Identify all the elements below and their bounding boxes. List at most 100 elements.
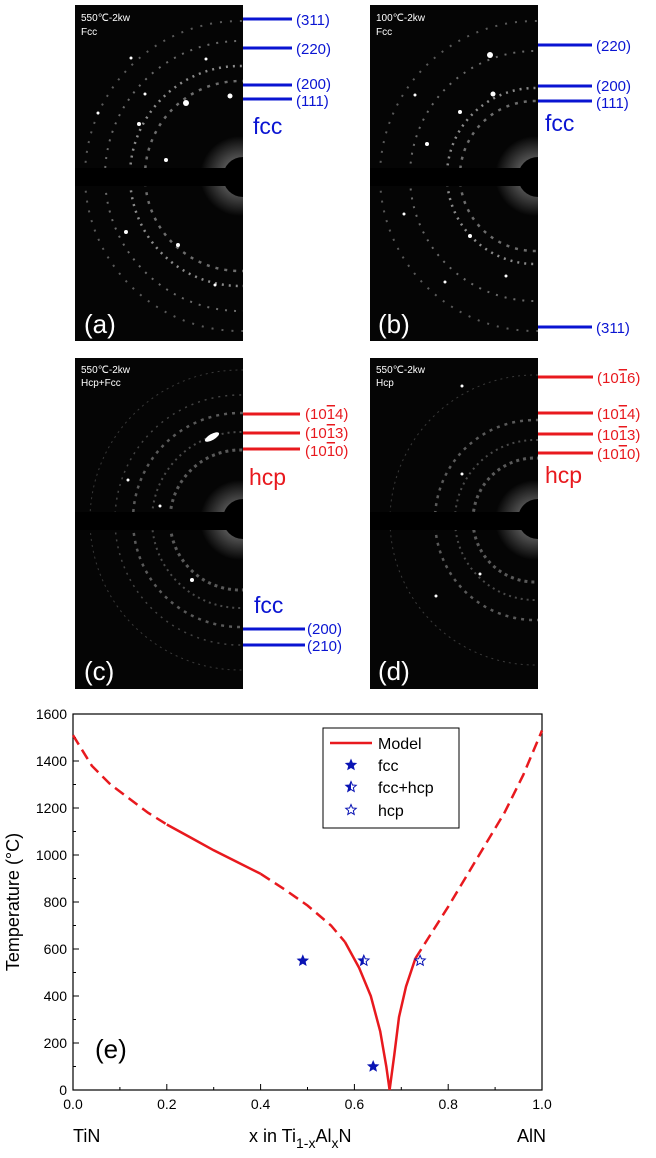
panel-c: 550℃-2kw Hcp+Fcc (c) (1014) (1013) (1010…	[75, 358, 348, 689]
model-curve-segment	[343, 941, 391, 1091]
diffraction-spots-c	[126, 432, 220, 582]
x-tick-label: 0.4	[251, 1096, 271, 1112]
reflection-b-4: (311)	[596, 320, 630, 337]
legend-fcc-hcp-label: fcc+hcp	[378, 780, 434, 797]
x-tick-label: 0.2	[157, 1096, 177, 1112]
marker-fcc	[366, 1059, 380, 1072]
index-lines-b	[538, 43, 592, 329]
phase-label-d: hcp	[545, 462, 582, 488]
reflection-a-4: (111)	[296, 93, 329, 110]
reflection-b-3: (111)	[596, 95, 629, 112]
x-tick-label: 1.0	[532, 1096, 552, 1112]
model-curve-segment	[414, 730, 544, 960]
y-tick-label: 400	[44, 988, 68, 1004]
data-markers	[296, 953, 427, 1072]
phase-label-c-hcp: hcp	[249, 464, 286, 490]
marker-fcc-hcp-fill	[358, 955, 364, 966]
panel-a: 550℃-2kw Fcc (a) (311) (220) (200) (111)…	[75, 5, 331, 341]
diffraction-spots-a	[96, 56, 233, 287]
beam-stop-disk-c	[223, 499, 243, 539]
x-end-left-label: TiN	[73, 1126, 100, 1146]
condition-temp-c: 550℃-2kw	[81, 365, 131, 376]
legend-markers	[344, 758, 358, 816]
condition-phase-c: Hcp+Fcc	[81, 378, 121, 389]
panel-label-a: (a)	[84, 309, 116, 339]
reflection-c-2: (1013)	[305, 425, 348, 442]
y-tick-label: 200	[44, 1035, 68, 1051]
reflection-a-1: (311)	[296, 12, 330, 29]
index-lines-c-fcc	[243, 627, 305, 647]
x-axis: 0.0 0.2 0.4 0.6 0.8 1.0	[63, 1084, 552, 1112]
y-tick-label: 1000	[36, 847, 67, 863]
legend-fcc-marker	[344, 758, 358, 771]
model-curve	[71, 730, 544, 1091]
reflection-d-4: (1010)	[597, 446, 640, 463]
phase-label-a: fcc	[253, 113, 282, 139]
panel-label-e: (e)	[95, 1034, 127, 1064]
condition-temp-b: 100℃-2kw	[376, 13, 426, 24]
marker-hcp	[413, 953, 427, 967]
marker-fcc	[296, 954, 310, 967]
y-tick-label: 1200	[36, 800, 67, 816]
reflection-a-2: (220)	[296, 41, 331, 58]
model-curve-segment	[388, 958, 417, 1091]
reflection-c-3: (1010)	[305, 443, 348, 460]
x-end-right-label: AlN	[517, 1126, 546, 1146]
condition-temp-a: 550℃-2kw	[81, 13, 131, 24]
y-tick-label: 1600	[36, 706, 67, 722]
panel-label-d: (d)	[378, 656, 410, 686]
diffraction-spots-b	[402, 52, 508, 284]
y-tick-label: 0	[59, 1082, 67, 1098]
legend-fcc-hcp-marker-fill	[345, 781, 351, 792]
legend-fcc-hcp-marker	[344, 780, 358, 793]
legend-model-label: Model	[378, 736, 422, 753]
beam-stop-disk-b	[518, 157, 538, 197]
index-lines-d-hcp	[538, 375, 593, 455]
reflection-b-1: (220)	[596, 38, 631, 55]
beam-stop-b	[370, 168, 538, 186]
legend-hcp-label: hcp	[378, 803, 404, 820]
reflection-c-5: (210)	[307, 638, 342, 655]
legend-hcp-marker	[344, 803, 358, 816]
plot-frame	[72, 713, 543, 1091]
y-tick-label: 1400	[36, 753, 67, 769]
index-lines-a	[243, 17, 292, 101]
y-tick-label: 800	[44, 894, 68, 910]
x-tick-label: 0.8	[438, 1096, 458, 1112]
panel-d: 550℃-2kw Hcp (d) (1016) (1014) (1013) (1…	[370, 358, 640, 689]
beam-stop-disk-a	[223, 157, 243, 197]
reflection-c-4: (200)	[307, 621, 342, 638]
legend-box	[322, 727, 460, 829]
phase-diagram-chart: 0.0 0.2 0.4 0.6 0.8 1.0 0 200 400 600 800 1000 1200…	[3, 706, 552, 1151]
phase-label-b: fcc	[545, 110, 574, 136]
model-curve-segment	[166, 823, 262, 875]
index-lines-c-hcp	[243, 412, 300, 451]
panel-label-b: (b)	[378, 309, 410, 339]
beam-stop-c	[75, 512, 243, 530]
condition-phase-a: Fcc	[81, 27, 97, 38]
reflection-d-1: (1016)	[597, 370, 640, 387]
condition-phase-b: Fcc	[376, 27, 392, 38]
reflection-d-3: (1013)	[597, 427, 640, 444]
beam-stop-d	[370, 512, 538, 530]
beam-stop-a	[75, 168, 243, 186]
model-curve-segment	[259, 872, 346, 943]
y-tick-label: 600	[44, 941, 68, 957]
condition-temp-d: 550℃-2kw	[376, 365, 426, 376]
reflection-a-3: (200)	[296, 76, 331, 93]
reflection-d-2: (1014)	[597, 406, 640, 423]
marker-fcc-hcp	[357, 953, 371, 967]
reflection-b-2: (200)	[596, 78, 631, 95]
y-axis: 0 200 400 600 800 1000 1200 1400 1600	[36, 706, 79, 1098]
panel-label-c: (c)	[84, 656, 114, 686]
x-tick-label: 0.0	[63, 1096, 83, 1112]
diffraction-spots-d	[434, 384, 482, 598]
beam-stop-disk-d	[518, 499, 538, 539]
panel-b: 100℃-2kw Fcc (b) (220) (200) (111) (311)…	[370, 5, 631, 341]
phase-label-c-fcc: fcc	[254, 592, 283, 618]
legend: Model fcc fcc+hcp hcp	[322, 727, 460, 829]
x-axis-title: x in Ti1-xAlxN	[249, 1126, 351, 1151]
condition-phase-d: Hcp	[376, 378, 394, 389]
model-curve-segment	[71, 734, 168, 826]
